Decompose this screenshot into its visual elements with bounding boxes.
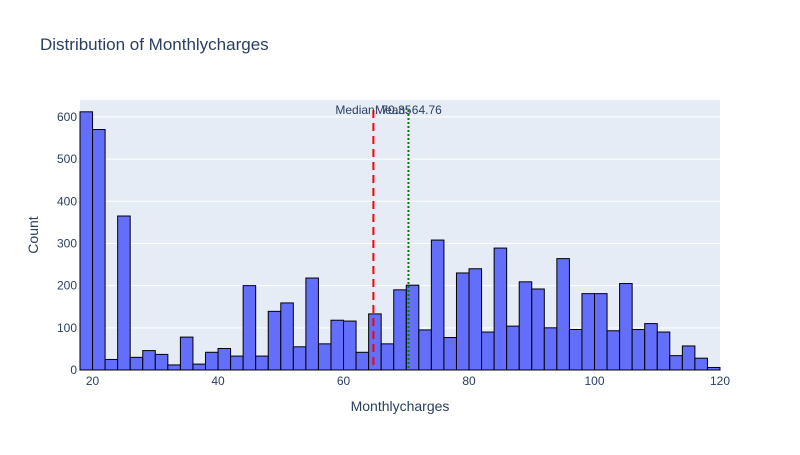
histogram-bar <box>455 272 470 371</box>
histogram-bar <box>204 351 219 371</box>
y-tick-label: 300 <box>57 236 77 250</box>
x-axis-ticks: 20 40 60 80 100 120 <box>86 374 730 388</box>
histogram-bar <box>305 277 319 371</box>
histogram-bar <box>631 329 646 371</box>
histogram-bar <box>343 320 357 371</box>
histogram-bar <box>129 356 144 371</box>
x-tick-label: 40 <box>211 374 225 388</box>
y-tick-label: 400 <box>57 194 77 208</box>
histogram-bar <box>292 346 307 371</box>
histogram-bar <box>481 331 495 371</box>
x-tick-label: 100 <box>584 374 604 388</box>
histogram-bar <box>242 285 257 371</box>
histogram-bar <box>142 350 156 371</box>
histogram-bar <box>393 289 407 371</box>
histogram-bar <box>380 343 395 371</box>
histogram-bar <box>556 258 570 371</box>
mean-annotation: Mean: 64.76 <box>375 103 442 117</box>
histogram-bar <box>656 331 671 371</box>
histogram-bar <box>230 355 244 371</box>
histogram-bar <box>267 310 282 371</box>
y-tick-label: 600 <box>57 110 77 124</box>
histogram-bar <box>92 129 106 371</box>
histogram-bar <box>280 302 294 371</box>
histogram-bars <box>79 111 721 371</box>
y-tick-label: 100 <box>57 321 77 335</box>
y-tick-label: 500 <box>57 152 77 166</box>
histogram-bar <box>518 281 533 371</box>
histogram-bar <box>104 358 119 371</box>
histogram-bar <box>581 293 596 371</box>
histogram-bar <box>669 355 683 371</box>
histogram-bar <box>506 325 520 371</box>
y-tick-label: 0 <box>70 363 77 377</box>
histogram-bar <box>430 239 445 371</box>
median-annotation: Median: 70.35 <box>335 103 411 117</box>
histogram-bar <box>468 268 483 371</box>
histogram-bar <box>117 215 131 371</box>
y-axis-label: Count <box>25 216 41 253</box>
histogram-bar <box>79 111 94 371</box>
grid-lines <box>80 116 720 329</box>
histogram-bar <box>594 293 608 371</box>
histogram-bar <box>330 319 345 371</box>
histogram-bar <box>531 288 545 371</box>
histogram-bar <box>317 343 332 371</box>
histogram-bar <box>179 336 194 371</box>
histogram-bar <box>619 283 633 371</box>
x-tick-label: 20 <box>86 374 100 388</box>
histogram-bar <box>368 313 382 371</box>
x-tick-label: 80 <box>462 374 476 388</box>
histogram-bar <box>443 337 457 371</box>
histogram-bar <box>167 364 181 371</box>
histogram-bar <box>217 347 232 371</box>
histogram-bar <box>493 247 508 371</box>
histogram-bar <box>706 366 721 371</box>
y-tick-label: 200 <box>57 279 77 293</box>
histogram-bar <box>355 351 370 371</box>
x-tick-label: 60 <box>337 374 351 388</box>
y-axis-ticks: 0 100 200 300 400 500 600 <box>57 110 77 377</box>
histogram-bar <box>192 363 206 371</box>
histogram-bar <box>568 329 583 371</box>
histogram-bar <box>694 357 708 371</box>
histogram-bar <box>644 323 658 371</box>
histogram-bar <box>681 345 696 371</box>
chart-title: Distribution of Monthlycharges <box>40 35 269 54</box>
x-tick-label: 120 <box>710 374 730 388</box>
histogram-bar <box>543 327 558 371</box>
histogram-bar <box>154 353 169 371</box>
histogram-bar <box>606 330 621 371</box>
histogram-bar <box>418 329 432 371</box>
x-axis-label: Monthlycharges <box>351 398 450 414</box>
histogram-bar <box>255 355 269 371</box>
